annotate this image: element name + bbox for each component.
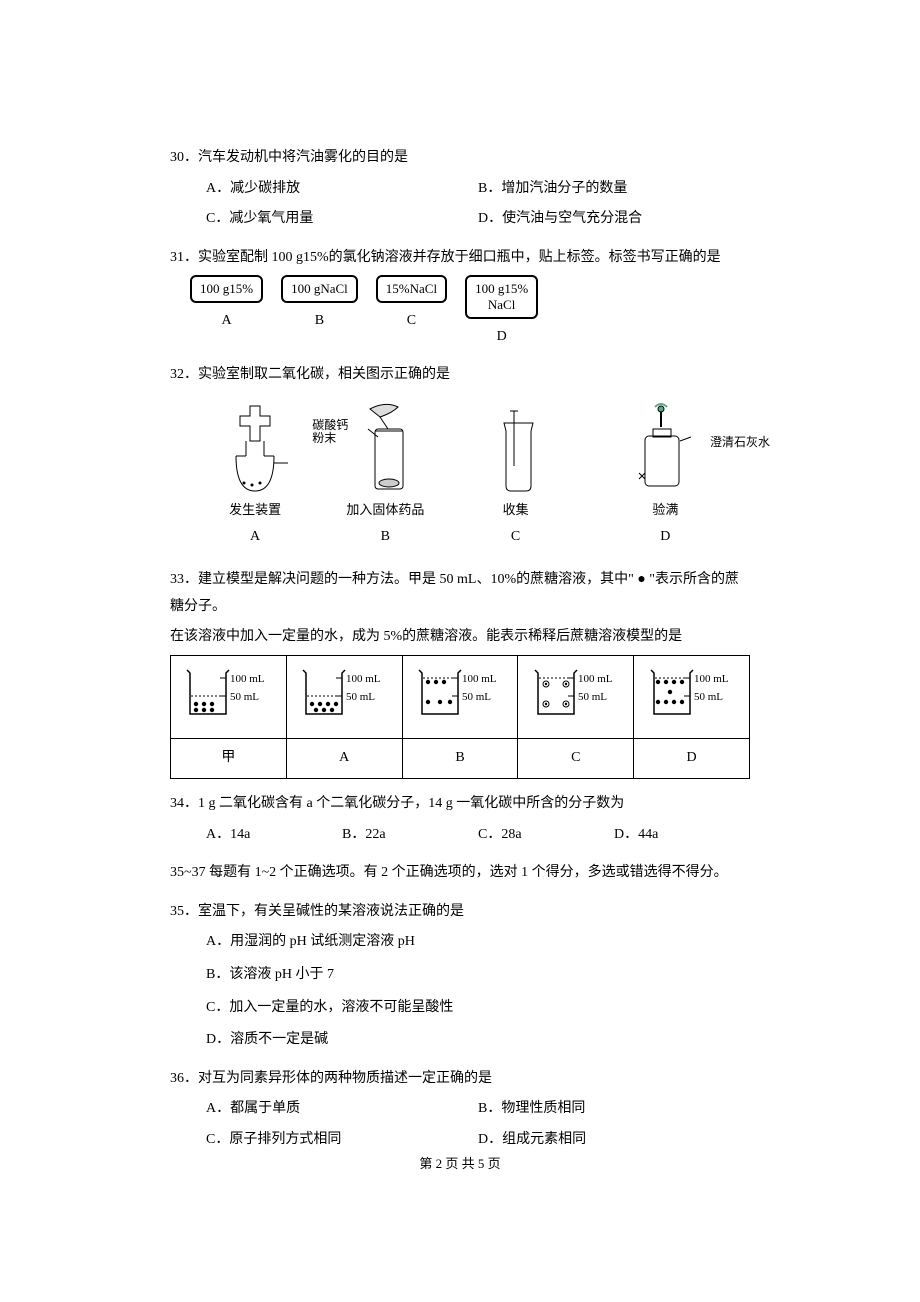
svg-text:50 mL: 50 mL — [230, 691, 259, 703]
q32-diagram-a: 发生装置 A — [190, 401, 320, 551]
q31-label-c: 15%NaCl C — [376, 275, 447, 334]
question-31: 31．实验室配制 100 g15%的氯化钠溶液并存放于细口瓶中，贴上标签。标签书… — [170, 245, 750, 350]
question-33: 33．建立模型是解决问题的一种方法。甲是 50 mL、10%的蔗糖溶液，其中" … — [170, 567, 750, 779]
beaker-c-icon: 100 mL 50 mL — [526, 662, 626, 722]
q35-opt-c: C．加入一定量的水，溶液不可能呈酸性 — [206, 995, 750, 1022]
q32-cap-c: 收集 — [450, 498, 580, 523]
q30-row1: A．减少碳排放 B．增加汽油分子的数量 — [170, 176, 750, 203]
svg-text:100 mL: 100 mL — [462, 673, 497, 685]
q34-opt-c: C．28a — [478, 822, 614, 849]
q33-cell-c: 100 mL 50 mL — [518, 655, 634, 739]
question-32: 32．实验室制取二氧化碳，相关图示正确的是 发生装置 A 碳酸钙 粉末 — [170, 362, 750, 555]
question-36: 36．对互为同素异形体的两种物质描述一定正确的是 A．都属于单质 B．物理性质相… — [170, 1066, 750, 1154]
svg-text:100 mL: 100 mL — [346, 673, 381, 685]
q36-opt-d: D．组成元素相同 — [478, 1127, 750, 1154]
q35-opts: A．用湿润的 pH 试纸测定溶液 pH B．该溶液 pH 小于 7 C．加入一定… — [170, 929, 750, 1053]
q30-opt-d: D．使汽油与空气充分混合 — [478, 206, 750, 233]
q35-opt-b: B．该溶液 pH 小于 7 — [206, 962, 750, 989]
q36-text: 36．对互为同素异形体的两种物质描述一定正确的是 — [170, 1066, 750, 1093]
q33-cell-a: 100 mL 50 mL — [286, 655, 402, 739]
q36-opt-a: A．都属于单质 — [206, 1096, 478, 1123]
q33-row-img: 100 mL 50 mL 100 mL 50 mL 100 mL 50 mL 100 … — [171, 655, 750, 739]
q32-annot-d: 澄清石灰水 — [710, 431, 770, 454]
q33-lab-c: C — [518, 739, 634, 779]
q30-row2: C．减少氧气用量 D．使汽油与空气充分混合 — [170, 206, 750, 233]
q32-cap-a: 发生装置 — [190, 498, 320, 523]
beaker-d-icon: 100 mL 50 mL — [642, 662, 742, 722]
q33-table: 100 mL 50 mL 100 mL 50 mL 100 mL 50 mL 100 … — [170, 655, 750, 779]
note-text: 35~37 每题有 1~2 个正确选项。有 2 个正确选项的，选对 1 个得分，… — [170, 860, 750, 887]
q32-diagram-d: 澄清石灰水 验满 D — [581, 401, 750, 551]
q31-label-d: 100 g15% NaCl D — [465, 275, 538, 350]
q33-lab-jia: 甲 — [171, 739, 287, 779]
q32-diagram-row: 发生装置 A 碳酸钙 粉末 加入固体药品 B — [170, 393, 750, 555]
q32-diagram-b: 碳酸钙 粉末 加入固体药品 B — [320, 401, 450, 551]
q35-opt-a: A．用湿润的 pH 试纸测定溶液 pH — [206, 929, 750, 956]
q30-text: 30．汽车发动机中将汽油雾化的目的是 — [170, 145, 750, 172]
beaker-b-icon: 100 mL 50 mL — [410, 662, 510, 722]
q33-cell-d: 100 mL 50 mL — [634, 655, 750, 739]
q33-lab-a: A — [286, 739, 402, 779]
q33-cell-b: 100 mL 50 mL — [402, 655, 518, 739]
q32-cap-b: 加入固体药品 — [320, 498, 450, 523]
q33-row-label: 甲 A B C D — [171, 739, 750, 779]
q33-cell-jia: 100 mL 50 mL — [171, 655, 287, 739]
q33-lab-d: D — [634, 739, 750, 779]
q31-labelbox-b: 100 gNaCl — [281, 275, 358, 303]
apparatus-d-icon — [625, 401, 705, 496]
q35-text: 35．室温下，有关呈碱性的某溶液说法正确的是 — [170, 899, 750, 926]
q33-text1: 33．建立模型是解决问题的一种方法。甲是 50 mL、10%的蔗糖溶液，其中" … — [170, 567, 750, 620]
q30-opt-c: C．减少氧气用量 — [206, 206, 478, 233]
question-35: 35．室温下，有关呈碱性的某溶液说法正确的是 A．用湿润的 pH 试纸测定溶液 … — [170, 899, 750, 1054]
q30-opt-a: A．减少碳排放 — [206, 176, 478, 203]
svg-text:100 mL: 100 mL — [230, 673, 265, 685]
q36-row2: C．原子排列方式相同 D．组成元素相同 — [170, 1127, 750, 1154]
svg-text:50 mL: 50 mL — [462, 691, 491, 703]
apparatus-c-icon — [486, 401, 546, 496]
q31-label-b: 100 gNaCl B — [281, 275, 358, 334]
q31-letter-c: C — [376, 308, 447, 335]
q36-opt-c: C．原子排列方式相同 — [206, 1127, 478, 1154]
page-footer: 第 2 页 共 5 页 — [0, 1153, 920, 1172]
beaker-jia-icon: 100 mL 50 mL — [178, 662, 278, 722]
q34-opts: A．14a B．22a C．28a D．44a — [170, 822, 750, 849]
svg-text:50 mL: 50 mL — [694, 691, 723, 703]
q36-opt-b: B．物理性质相同 — [478, 1096, 750, 1123]
q36-row1: A．都属于单质 B．物理性质相同 — [170, 1096, 750, 1123]
svg-text:50 mL: 50 mL — [578, 691, 607, 703]
q32-diagram-c: 收集 C — [450, 401, 580, 551]
q33-text2: 在该溶液中加入一定量的水，成为 5%的蔗糖溶液。能表示稀释后蔗糖溶液模型的是 — [170, 624, 750, 651]
question-34: 34．1 g 二氧化碳含有 a 个二氧化碳分子，14 g 一氧化碳中所含的分子数… — [170, 791, 750, 848]
q31-label-a: 100 g15% A — [190, 275, 263, 334]
q32-text: 32．实验室制取二氧化碳，相关图示正确的是 — [170, 362, 750, 389]
q31-letter-a: A — [190, 308, 263, 335]
q32-let-a: A — [190, 524, 320, 551]
q32-let-c: C — [450, 524, 580, 551]
q32-annot-b: 碳酸钙 粉末 — [312, 419, 348, 445]
q34-opt-b: B．22a — [342, 822, 478, 849]
q34-text: 34．1 g 二氧化碳含有 a 个二氧化碳分子，14 g 一氧化碳中所含的分子数… — [170, 791, 750, 818]
q31-text: 31．实验室配制 100 g15%的氯化钠溶液并存放于细口瓶中，贴上标签。标签书… — [170, 245, 750, 272]
apparatus-b-icon — [340, 401, 430, 496]
q33-lab-b: B — [402, 739, 518, 779]
q35-opt-d: D．溶质不一定是碱 — [206, 1027, 750, 1054]
q31-labelbox-a: 100 g15% — [190, 275, 263, 303]
q32-let-b: B — [320, 524, 450, 551]
svg-text:50 mL: 50 mL — [346, 691, 375, 703]
q31-letter-d: D — [465, 324, 538, 351]
q30-opt-b: B．增加汽油分子的数量 — [478, 176, 750, 203]
q31-letter-b: B — [281, 308, 358, 335]
q31-labelbox-d: 100 g15% NaCl — [465, 275, 538, 318]
q34-opt-d: D．44a — [614, 822, 750, 849]
svg-text:100 mL: 100 mL — [694, 673, 729, 685]
q34-opt-a: A．14a — [206, 822, 342, 849]
q31-labelbox-c: 15%NaCl — [376, 275, 447, 303]
svg-text:100 mL: 100 mL — [578, 673, 613, 685]
beaker-a-icon: 100 mL 50 mL — [294, 662, 394, 722]
q32-cap-d: 验满 — [581, 498, 750, 523]
apparatus-a-icon — [220, 401, 290, 496]
note-35-37: 35~37 每题有 1~2 个正确选项。有 2 个正确选项的，选对 1 个得分，… — [170, 860, 750, 887]
q32-let-d: D — [581, 524, 750, 551]
question-30: 30．汽车发动机中将汽油雾化的目的是 A．减少碳排放 B．增加汽油分子的数量 C… — [170, 145, 750, 233]
